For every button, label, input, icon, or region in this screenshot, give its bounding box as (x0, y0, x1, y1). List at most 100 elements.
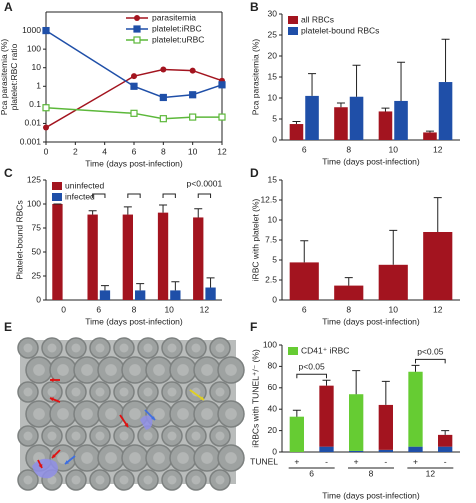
error-bar (344, 277, 353, 286)
y-tick-label: 0.01 (24, 118, 41, 128)
legend-label: parasitemia (152, 12, 196, 22)
arrow-head (151, 416, 155, 420)
cell-center (201, 452, 213, 464)
cell-center (119, 343, 129, 353)
cell-center (191, 343, 201, 353)
legend-swatch (52, 182, 62, 190)
bar (305, 95, 319, 140)
platelet (140, 415, 153, 430)
y-tick-label: 12.5 (260, 194, 277, 204)
error-bar (441, 430, 450, 435)
cell-center (167, 387, 177, 397)
x-tick-label: 12 (200, 304, 210, 314)
cell-center (191, 475, 201, 485)
y-tick-label: 1000 (22, 25, 41, 35)
cell-center (47, 343, 57, 353)
x-tick-label: 10 (389, 144, 399, 154)
arrow-head (50, 397, 54, 402)
x-tick-label: 6 (302, 144, 307, 154)
bar (408, 446, 423, 452)
error-bar (123, 206, 132, 215)
marker (189, 67, 196, 74)
cell-center (129, 408, 141, 420)
bar (157, 212, 169, 300)
legend-swatch (288, 16, 298, 24)
x-tick-label: + (294, 456, 299, 466)
x-tick-label: + (354, 456, 359, 466)
bar (319, 385, 334, 447)
bar (408, 371, 423, 447)
x-tick-label: 12 (433, 144, 443, 154)
legend-label: uninfected (65, 180, 104, 190)
marker (131, 73, 137, 80)
cell-center (215, 475, 225, 485)
legend-label: platelet:iRBC (152, 23, 202, 33)
error-bar (171, 281, 180, 291)
cell-center (95, 475, 105, 485)
marker (160, 66, 167, 73)
cell-center (71, 431, 81, 441)
error-bar (292, 121, 301, 125)
y-tick-label: 60 (268, 382, 278, 392)
cell-center (95, 343, 105, 353)
y-tick-label: 1 (36, 81, 41, 91)
error-bar (381, 107, 390, 112)
y-tick-label: 0 (36, 294, 41, 304)
error-bar (206, 277, 215, 288)
error-bar (352, 64, 361, 97)
y-tick-label: 0 (272, 446, 277, 456)
bar (135, 290, 146, 300)
bracket (197, 193, 212, 198)
arrow-head (50, 377, 54, 383)
group-label: 8 (369, 468, 374, 478)
y-tick-label: 0.1 (29, 99, 41, 109)
cell-center (143, 387, 153, 397)
y-tick-label: 25 (268, 29, 278, 39)
marker (159, 115, 167, 123)
marker (42, 104, 50, 112)
x-tick-label: 6 (96, 304, 101, 314)
y-tick-label: 100 (27, 198, 41, 208)
error-bar (397, 61, 406, 101)
cell-center (177, 364, 189, 376)
x-tick-label: 8 (161, 146, 166, 156)
cell-center (215, 387, 225, 397)
marker (218, 81, 226, 89)
y-tick-label: 125 (27, 174, 41, 184)
y-axis-label-line: Pca parasitemia (%) (0, 39, 9, 116)
panel-label: B (250, 0, 259, 14)
cell-center (201, 408, 213, 420)
panel-label: D (250, 166, 259, 180)
bar (334, 107, 348, 140)
x-tick-label: 4 (102, 146, 107, 156)
arrow-head (65, 460, 69, 464)
cell-center (81, 452, 93, 464)
x-tick-label: 0 (61, 304, 66, 314)
error-bar (389, 229, 398, 265)
y-axis-label: iRBCs with TUNEL⁺/⁻ (%) (250, 349, 260, 448)
x-tick-label: 6 (302, 304, 307, 314)
panel-label: E (4, 320, 12, 334)
cell-center (23, 431, 33, 441)
panel-label: F (250, 320, 257, 334)
y-tick-label: 50 (32, 246, 42, 256)
legend-swatch (288, 347, 298, 355)
bar (122, 214, 133, 300)
bar (349, 394, 364, 451)
x-tick-label: 12 (217, 146, 227, 156)
y-tick-label: 10 (32, 62, 42, 72)
bracket (415, 358, 446, 364)
cell-center (119, 387, 129, 397)
cell-center (143, 343, 153, 353)
annotation: p<0.05 (299, 362, 326, 372)
y-tick-label: 30 (268, 8, 278, 18)
bracket (127, 193, 141, 198)
cell-center (47, 431, 57, 441)
bar (205, 287, 216, 300)
y-tick-label: 20 (268, 50, 278, 60)
error-bar (292, 409, 301, 417)
bracket (296, 373, 327, 379)
y-axis-label: Platelet-bound RBCs (14, 200, 24, 279)
x-tick-label: - (325, 456, 328, 466)
error-bar (352, 370, 361, 395)
